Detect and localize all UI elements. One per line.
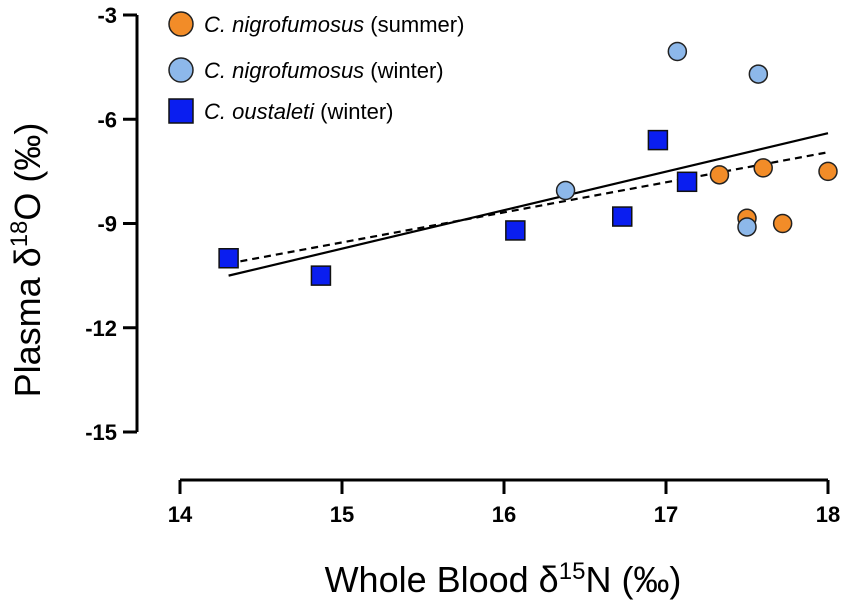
legend-item: C. nigrofumosus (winter) <box>168 57 444 83</box>
y-axis-title: Plasma δ18O (‰) <box>6 123 48 398</box>
legend-marker <box>168 98 194 124</box>
fit-lines <box>228 132 829 277</box>
x-axis-title: Whole Blood δ15N (‰) <box>325 558 682 600</box>
fit-line-dashed <box>228 151 829 265</box>
y-tick-label: -6 <box>97 107 117 132</box>
fit-line-solid <box>228 132 829 277</box>
data-point-series-2 <box>647 129 669 151</box>
axes: -3 -6 -9 -12 -15 14 15 16 17 18 <box>85 3 840 527</box>
legend-marker <box>168 11 194 37</box>
data-point-series-0 <box>818 161 838 182</box>
legend: C. nigrofumosus (summer) C. nigrofumosus … <box>168 11 464 124</box>
data-point-series-2 <box>505 220 526 241</box>
x-tick-label: 16 <box>492 502 516 527</box>
legend-item: C. nigrofumosus (summer) <box>168 11 464 37</box>
legend-marker <box>168 57 194 83</box>
legend-label: C. nigrofumosus (winter) <box>204 58 444 83</box>
data-point-series-1 <box>748 64 769 84</box>
legend-label: C. nigrofumosus (summer) <box>204 12 464 37</box>
x-tick-label: 15 <box>330 502 354 527</box>
x-tick-label: 17 <box>654 502 678 527</box>
y-tick-label: -12 <box>85 316 117 341</box>
y-tick-label: -15 <box>85 420 117 445</box>
data-point-series-1 <box>667 41 688 62</box>
data-points <box>218 41 838 286</box>
data-point-series-2 <box>676 171 698 193</box>
data-point-series-0 <box>709 165 730 185</box>
x-tick-label: 18 <box>816 502 840 527</box>
x-tick-label: 14 <box>168 502 193 527</box>
y-tick-label: -3 <box>97 3 117 28</box>
data-point-series-0 <box>772 213 793 234</box>
legend-item: C. oustaleti (winter) <box>168 98 394 124</box>
data-point-series-0 <box>753 158 773 178</box>
legend-label: C. oustaleti (winter) <box>204 99 394 124</box>
data-point-series-2 <box>218 248 239 269</box>
data-point-series-1 <box>737 217 757 237</box>
data-point-series-1 <box>555 180 576 201</box>
y-tick-label: -9 <box>97 212 117 237</box>
data-point-series-2 <box>310 265 332 286</box>
data-point-series-2 <box>612 206 633 227</box>
